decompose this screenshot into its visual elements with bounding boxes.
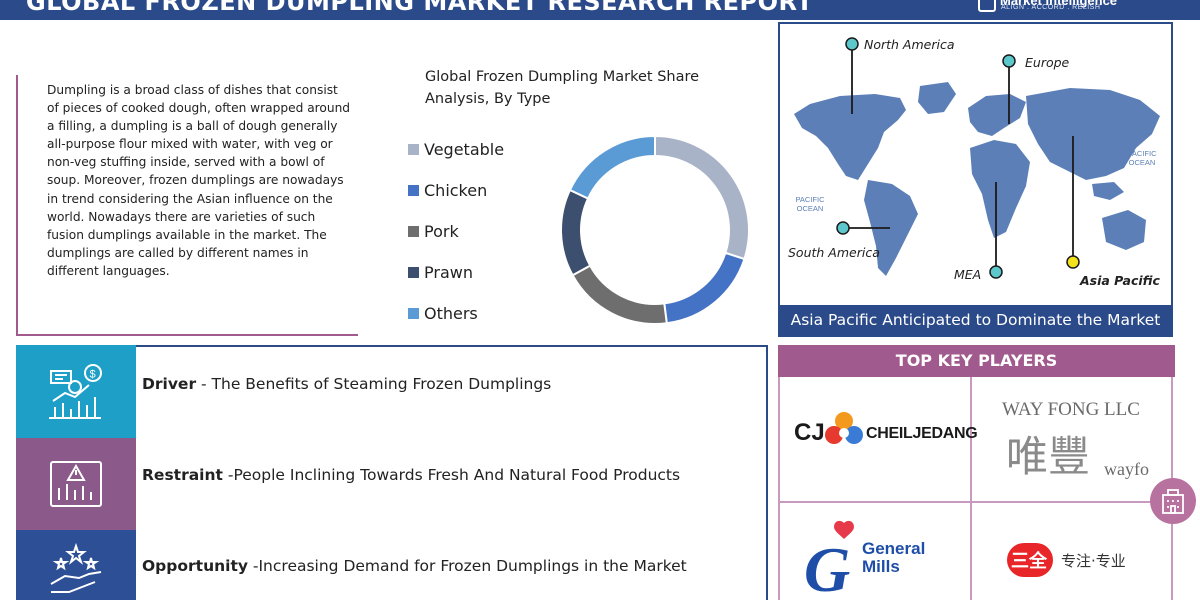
- marker-europe: [1002, 54, 1016, 68]
- legend-label: Pork: [424, 221, 459, 241]
- wayfong-sub: wayfo: [1104, 459, 1149, 479]
- legend-item: Pork: [408, 220, 459, 242]
- donut-slice-vegetable: [654, 134, 750, 261]
- region-label-south-america: South America: [788, 245, 880, 260]
- building-badge[interactable]: [1150, 478, 1196, 524]
- building-icon: [1162, 489, 1184, 514]
- report-title: GLOBAL FROZEN DUMPLING MARKET RESEARCH R…: [26, 0, 814, 16]
- map-footer-caption: Asia Pacific Anticipated to Dominate the…: [780, 305, 1171, 335]
- ocean-label-atlantic: ATLANTIC OCEAN: [894, 145, 930, 163]
- intro-box: Dumpling is a broad class of dishes that…: [16, 75, 358, 336]
- donut-slice-others: [568, 134, 656, 200]
- factor-opportunity-tile: [16, 530, 136, 600]
- svg-text:$: $: [90, 368, 96, 380]
- company-logo-sanquan: 三全 专注·专业: [1005, 537, 1155, 587]
- legend-swatch: [408, 266, 419, 278]
- factor-restraint-text: Restraint -People Inclining Towards Fres…: [142, 466, 680, 484]
- donut-chart: [560, 134, 750, 325]
- intro-text: Dumpling is a broad class of dishes that…: [47, 83, 351, 278]
- cj-name: CHEILJEDANG: [866, 425, 978, 442]
- cj-prefix: CJ: [794, 419, 825, 446]
- svg-text:G: G: [804, 534, 850, 600]
- warning-chart-icon: [50, 461, 102, 507]
- region-label-mea: MEA: [954, 267, 982, 282]
- donut-slice-pork: [571, 264, 668, 325]
- region-label-europe: Europe: [1025, 55, 1070, 70]
- factor-opportunity-description: -Increasing Demand for Frozen Dumplings …: [247, 557, 687, 575]
- key-players-panel: TOP KEY PLAYERS CJ CHEILJEDANG WAY FONG …: [778, 345, 1175, 600]
- continents: [794, 82, 1160, 276]
- marker-north-america: [845, 37, 859, 51]
- wayfong-name: WAY FONG LLC: [1002, 399, 1140, 420]
- company-logo-wayfong: WAY FONG LLC 唯豐 wayfo: [980, 397, 1170, 497]
- legend-item: Others: [408, 302, 478, 324]
- factor-opportunity-text: Opportunity -Increasing Demand for Froze…: [142, 557, 687, 575]
- donut-slice-chicken: [663, 251, 746, 325]
- legend-label: Prawn: [424, 262, 473, 282]
- sanquan-name: 三全: [1011, 551, 1047, 572]
- brand-name: Market Intelligence: [1000, 0, 1118, 8]
- factor-driver-text: Driver - The Benefits of Steaming Frozen…: [142, 375, 551, 393]
- grid-divider-horizontal: [780, 501, 1173, 503]
- company-logo-cj: CJ CHEILJEDANG: [790, 409, 978, 479]
- marker-mea: [989, 265, 1003, 279]
- legend-label: Vegetable: [424, 139, 505, 159]
- legend-item: Prawn: [408, 261, 473, 283]
- factor-restraint-label: Restraint: [142, 466, 223, 484]
- factor-restraint-tile: [16, 438, 136, 530]
- ocean-label-pacific-east: PACIFIC OCEAN: [1127, 149, 1157, 167]
- company-logo-general-mills: G General Mills: [800, 519, 965, 600]
- marker-south-america: [836, 221, 850, 235]
- legend-label: Others: [424, 303, 478, 323]
- factor-driver-description: - The Benefits of Steaming Frozen Dumpli…: [196, 375, 552, 393]
- general-mills-name-line1: General: [862, 539, 926, 558]
- legend-item: Chicken: [408, 179, 487, 201]
- ocean-label-indian: INDIAN OCEAN: [1039, 195, 1066, 213]
- cj-flower-icon: [825, 412, 863, 444]
- region-label-asia-pacific: Asia Pacific: [1080, 273, 1160, 288]
- legend-swatch: [408, 184, 419, 196]
- donut-slice-prawn: [560, 188, 592, 277]
- legend-item: Vegetable: [408, 138, 504, 160]
- sanquan-badge: [1007, 543, 1053, 577]
- ocean-label-pacific-west: PACIFIC OCEAN: [795, 195, 825, 213]
- brand-tagline: ALIGN . ACCORD . RELISH: [1001, 4, 1101, 11]
- region-markers: [836, 37, 1080, 279]
- legend-swatch: [408, 307, 419, 319]
- legend-swatch: [408, 143, 419, 155]
- brand-logo-icon: [978, 0, 996, 12]
- wayfong-chinese: 唯豐: [1006, 432, 1091, 481]
- header-banner: GLOBAL FROZEN DUMPLING MARKET RESEARCH R…: [0, 0, 1200, 20]
- general-mills-name-line2: Mills: [862, 557, 900, 576]
- key-players-title: TOP KEY PLAYERS: [778, 345, 1175, 377]
- factor-opportunity-label: Opportunity: [142, 557, 248, 575]
- analytics-icon: $: [49, 363, 102, 419]
- factor-driver-tile: $: [16, 345, 136, 438]
- legend-swatch: [408, 225, 419, 237]
- region-map-panel: ATLANTIC OCEAN PACIFIC OCEAN INDIAN OCEAN P…: [778, 22, 1173, 337]
- general-mills-g-icon: G: [804, 520, 854, 600]
- sanquan-tagline: 专注·专业: [1061, 552, 1126, 570]
- marker-asia-pacific: [1066, 255, 1080, 269]
- factor-restraint-description: -People Inclining Towards Fresh And Natu…: [222, 466, 681, 484]
- grid-divider-vertical: [970, 377, 972, 600]
- region-label-north-america: North America: [864, 37, 955, 52]
- leader-lines: [843, 44, 1074, 272]
- legend-label: Chicken: [424, 180, 488, 200]
- chart-title: Global Frozen Dumpling Market Share Anal…: [425, 69, 700, 107]
- market-factors-panel: $ Driver - The Benefits of Steaming Froz…: [16, 345, 768, 600]
- factor-driver-label: Driver: [142, 375, 197, 393]
- stars-hand-icon: [50, 542, 102, 593]
- world-map: ATLANTIC OCEAN PACIFIC OCEAN INDIAN OCEAN P…: [794, 37, 1160, 279]
